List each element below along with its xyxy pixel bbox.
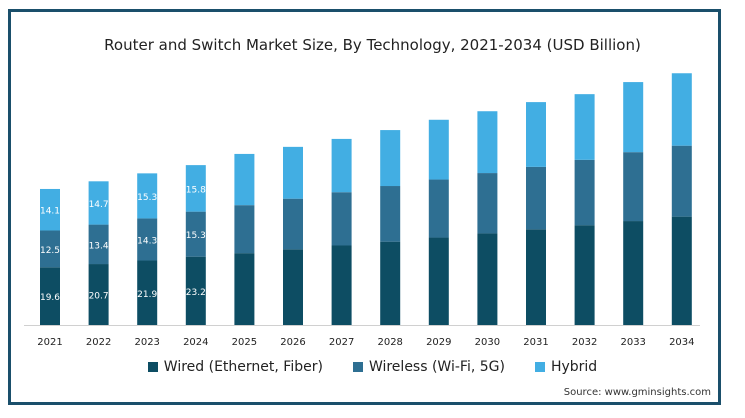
bar-2026-series-0: [283, 249, 303, 325]
x-tick-label-2029: 2029: [426, 337, 451, 348]
bar-2032-series-0: [574, 225, 595, 325]
x-tick-label-2030: 2030: [475, 337, 500, 348]
bars-group: 19.6 12.5 14.1 20.7 13.4 14.7 21.9 14.3 15.3 23.2…: [40, 73, 692, 325]
bar-2025-series-2: [234, 153, 255, 206]
bar-2033-series-1: [623, 152, 644, 222]
data-label-2024-series-0: 23.2: [186, 288, 206, 298]
chart-frame: [8, 9, 721, 405]
bar-2021-series-2: [40, 188, 60, 231]
legend: Wired (Ethernet, Fiber) Wireless (Wi-Fi,…: [0, 359, 745, 375]
bar-2022-series-1: [88, 224, 109, 265]
bar-2021-series-0: [40, 267, 60, 325]
source-note: Source: www.gminsights.com: [563, 387, 711, 398]
bar-2034-series-1: [671, 145, 692, 217]
legend-swatch-wired: [147, 362, 158, 372]
data-label-2021-series-0: 19.6: [40, 293, 60, 303]
bar-2029-series-0: [428, 237, 449, 325]
legend-label-wireless: Wireless (Wi-Fi, 5G): [368, 359, 505, 375]
bar-2030-series-1: [477, 173, 498, 234]
bar-2031-series-1: [526, 166, 546, 230]
bar-2033-series-2: [623, 82, 644, 153]
bar-2034-series-2: [671, 73, 692, 146]
x-tick-label-2033: 2033: [620, 337, 645, 348]
data-label-2023-series-2: 15.3: [137, 193, 157, 203]
x-tick-label-2031: 2031: [523, 337, 548, 348]
bar-2024-series-1: [185, 211, 206, 257]
x-axis: 2021 2022 2023 2024 2025 2026 2027 2028 2029 2030…: [24, 325, 700, 348]
x-tick-label-2026: 2026: [280, 337, 305, 348]
x-tick-label-2022: 2022: [86, 337, 111, 348]
bar-2026-series-2: [283, 146, 303, 199]
bar-2022-series-0: [88, 264, 109, 325]
bar-2024-series-2: [185, 165, 206, 212]
bar-2031-series-0: [526, 229, 546, 325]
data-label-2021-series-2: 14.1: [40, 207, 60, 217]
bar-2024-series-0: [185, 256, 206, 325]
x-tick-label-2021: 2021: [37, 337, 62, 348]
data-label-2022-series-0: 20.7: [89, 292, 109, 302]
data-label-2022-series-2: 14.7: [89, 200, 109, 210]
bar-2026-series-1: [283, 198, 303, 250]
bar-2021-series-1: [40, 230, 60, 268]
bar-2031-series-2: [526, 102, 546, 167]
x-tick-label-2028: 2028: [377, 337, 402, 348]
bar-2027-series-2: [331, 138, 352, 193]
data-label-2023-series-0: 21.9: [137, 290, 157, 300]
x-tick-label-2027: 2027: [329, 337, 354, 348]
bar-2022-series-2: [88, 181, 109, 225]
bar-2028-series-2: [380, 130, 401, 187]
legend-item-wireless: Wireless (Wi-Fi, 5G): [352, 359, 505, 375]
x-tick-label-2025: 2025: [232, 337, 257, 348]
bar-2023-series-2: [137, 173, 158, 219]
bar-2023-series-0: [137, 260, 158, 325]
bar-2027-series-0: [331, 245, 352, 325]
bar-2027-series-1: [331, 192, 352, 246]
data-label-2024-series-2: 15.8: [186, 185, 206, 195]
bar-2023-series-1: [137, 218, 158, 261]
legend-item-wired: Wired (Ethernet, Fiber): [147, 359, 323, 375]
chart-title: Router and Switch Market Size, By Techno…: [104, 36, 641, 54]
bar-2030-series-0: [477, 233, 498, 325]
bar-2025-series-0: [234, 253, 255, 325]
bar-2029-series-2: [428, 119, 449, 180]
legend-label-hybrid: Hybrid: [550, 359, 598, 375]
legend-label-wired: Wired (Ethernet, Fiber): [163, 359, 323, 375]
x-tick-label-2032: 2032: [572, 337, 597, 348]
bar-2033-series-0: [623, 221, 644, 325]
bar-2032-series-2: [574, 94, 595, 160]
bar-2032-series-1: [574, 159, 595, 226]
bar-2028-series-1: [380, 186, 401, 242]
x-tick-label-2034: 2034: [669, 337, 694, 348]
x-tick-label-2023: 2023: [134, 337, 159, 348]
legend-swatch-hybrid: [534, 362, 545, 372]
legend-swatch-wireless: [352, 362, 363, 372]
x-tick-label-2024: 2024: [183, 337, 208, 348]
bar-2034-series-0: [671, 216, 692, 325]
bar-2030-series-2: [477, 111, 498, 174]
data-label-2023-series-1: 14.3: [137, 236, 157, 246]
bar-2028-series-0: [380, 241, 401, 325]
bar-2029-series-1: [428, 179, 449, 238]
data-label-2024-series-1: 15.3: [186, 231, 206, 241]
data-label-2021-series-1: 12.5: [40, 246, 60, 256]
data-label-2022-series-1: 13.4: [89, 241, 109, 251]
bar-2025-series-1: [234, 205, 255, 254]
legend-item-hybrid: Hybrid: [534, 359, 598, 375]
